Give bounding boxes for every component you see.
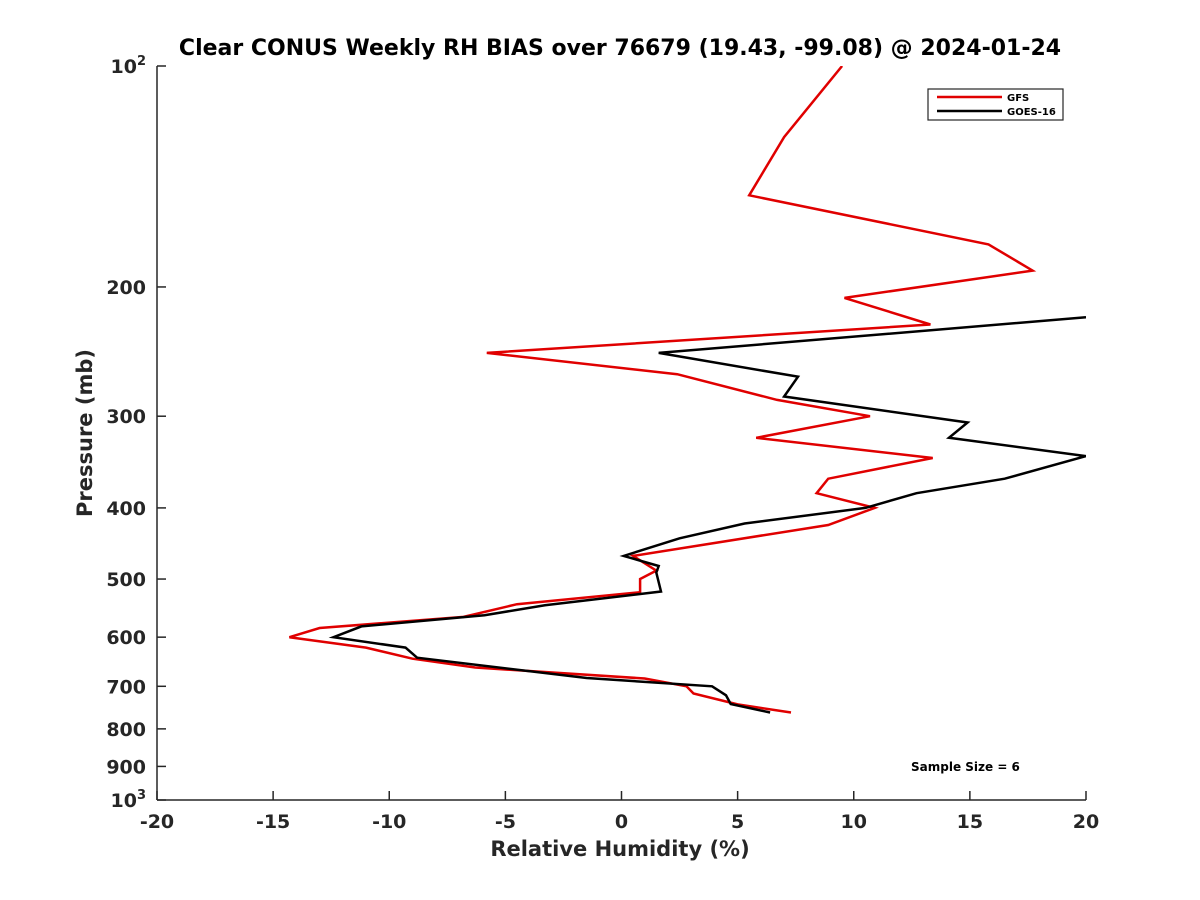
legend-label-gfs: GFS: [1007, 93, 1029, 104]
y-tick-label: 900: [106, 756, 146, 778]
x-tick-label: -10: [372, 811, 406, 833]
y-tick-label: 600: [106, 627, 146, 649]
x-tick-label: 20: [1073, 811, 1099, 833]
y-tick-label: 300: [106, 406, 146, 428]
x-tick-label: 5: [731, 811, 744, 833]
y-tick-label: 200: [106, 277, 146, 299]
y-tick-label: 800: [106, 719, 146, 741]
y-axis-title: Pressure (mb): [73, 349, 97, 517]
legend-label-goes-16: GOES-16: [1007, 107, 1056, 118]
y-tick-label: 102: [111, 54, 147, 78]
legend-box: [927, 88, 1064, 121]
plot-axes: -20 -15 -10 -5 0 5 10 15 20 102 200 300 400 500 600 700…: [106, 54, 1099, 833]
x-tick-label: -20: [140, 811, 174, 833]
series-line-gfs: [289, 66, 1037, 714]
sample-size-annotation: Sample Size = 6: [911, 760, 1020, 774]
x-tick-label: -15: [256, 811, 290, 833]
y-tick-label: 700: [106, 676, 146, 698]
x-tick-label: 15: [957, 811, 983, 833]
y-tick-label: 400: [106, 498, 146, 520]
y-tick-label: 500: [106, 569, 146, 591]
chart-title: Clear CONUS Weekly RH BIAS over 76679 (1…: [179, 36, 1061, 61]
x-tick-label: -5: [495, 811, 516, 833]
x-axis-title: Relative Humidity (%): [490, 837, 749, 861]
y-tick-label: 103: [111, 788, 147, 812]
legend: GFS GOES-16: [927, 88, 1064, 121]
series-line-goes-16: [328, 316, 1086, 714]
x-tick-label: 0: [615, 811, 628, 833]
series-layer: [289, 66, 1086, 714]
x-tick-label: 10: [841, 811, 867, 833]
